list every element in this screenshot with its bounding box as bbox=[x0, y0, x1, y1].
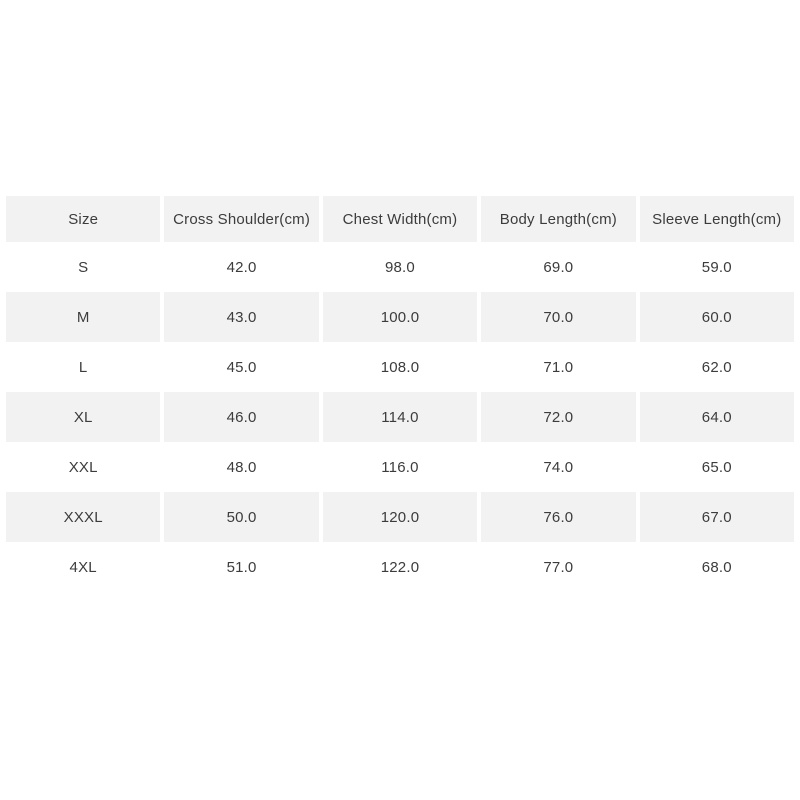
table-row: XXL 48.0 116.0 74.0 65.0 bbox=[6, 442, 794, 492]
table-row: M 43.0 100.0 70.0 60.0 bbox=[6, 292, 794, 342]
measurement-cell: 100.0 bbox=[322, 292, 478, 342]
table-row: L 45.0 108.0 71.0 62.0 bbox=[6, 342, 794, 392]
measurement-cell: 70.0 bbox=[481, 292, 636, 342]
column-header: Chest Width(cm) bbox=[322, 196, 478, 242]
table-row: S 42.0 98.0 69.0 59.0 bbox=[6, 242, 794, 292]
measurement-cell: 62.0 bbox=[639, 342, 794, 392]
measurement-cell: 50.0 bbox=[164, 492, 319, 542]
size-label-cell: S bbox=[6, 242, 161, 292]
measurement-cell: 59.0 bbox=[639, 242, 794, 292]
table-header: Size Cross Shoulder(cm) Chest Width(cm) Bod… bbox=[6, 196, 794, 242]
size-chart-table: Size Cross Shoulder(cm) Chest Width(cm) Bod… bbox=[2, 196, 798, 592]
measurement-cell: 116.0 bbox=[322, 442, 478, 492]
column-header: Size bbox=[6, 196, 161, 242]
table-row: XXXL 50.0 120.0 76.0 67.0 bbox=[6, 492, 794, 542]
measurement-cell: 46.0 bbox=[164, 392, 319, 442]
size-label-cell: XXL bbox=[6, 442, 161, 492]
measurement-cell: 71.0 bbox=[481, 342, 636, 392]
measurement-cell: 114.0 bbox=[322, 392, 478, 442]
measurement-cell: 72.0 bbox=[481, 392, 636, 442]
size-label-cell: M bbox=[6, 292, 161, 342]
size-label-cell: L bbox=[6, 342, 161, 392]
measurement-cell: 64.0 bbox=[639, 392, 794, 442]
table-row: 4XL 51.0 122.0 77.0 68.0 bbox=[6, 542, 794, 592]
measurement-cell: 43.0 bbox=[164, 292, 319, 342]
measurement-cell: 120.0 bbox=[322, 492, 478, 542]
measurement-cell: 77.0 bbox=[481, 542, 636, 592]
measurement-cell: 122.0 bbox=[322, 542, 478, 592]
measurement-cell: 48.0 bbox=[164, 442, 319, 492]
size-label-cell: XXXL bbox=[6, 492, 161, 542]
measurement-cell: 98.0 bbox=[322, 242, 478, 292]
measurement-cell: 42.0 bbox=[164, 242, 319, 292]
column-header: Body Length(cm) bbox=[481, 196, 636, 242]
column-header: Cross Shoulder(cm) bbox=[164, 196, 319, 242]
measurement-cell: 74.0 bbox=[481, 442, 636, 492]
header-row: Size Cross Shoulder(cm) Chest Width(cm) Bod… bbox=[6, 196, 794, 242]
measurement-cell: 65.0 bbox=[639, 442, 794, 492]
measurement-cell: 51.0 bbox=[164, 542, 319, 592]
measurement-cell: 68.0 bbox=[639, 542, 794, 592]
measurement-cell: 60.0 bbox=[639, 292, 794, 342]
measurement-cell: 69.0 bbox=[481, 242, 636, 292]
measurement-cell: 67.0 bbox=[639, 492, 794, 542]
measurement-cell: 76.0 bbox=[481, 492, 636, 542]
table-row: XL 46.0 114.0 72.0 64.0 bbox=[6, 392, 794, 442]
size-label-cell: XL bbox=[6, 392, 161, 442]
measurement-cell: 45.0 bbox=[164, 342, 319, 392]
measurement-cell: 108.0 bbox=[322, 342, 478, 392]
size-label-cell: 4XL bbox=[6, 542, 161, 592]
table-body: S 42.0 98.0 69.0 59.0 M 43.0 100.0 70.0 60.0 L 45.0… bbox=[6, 242, 794, 592]
column-header: Sleeve Length(cm) bbox=[639, 196, 794, 242]
